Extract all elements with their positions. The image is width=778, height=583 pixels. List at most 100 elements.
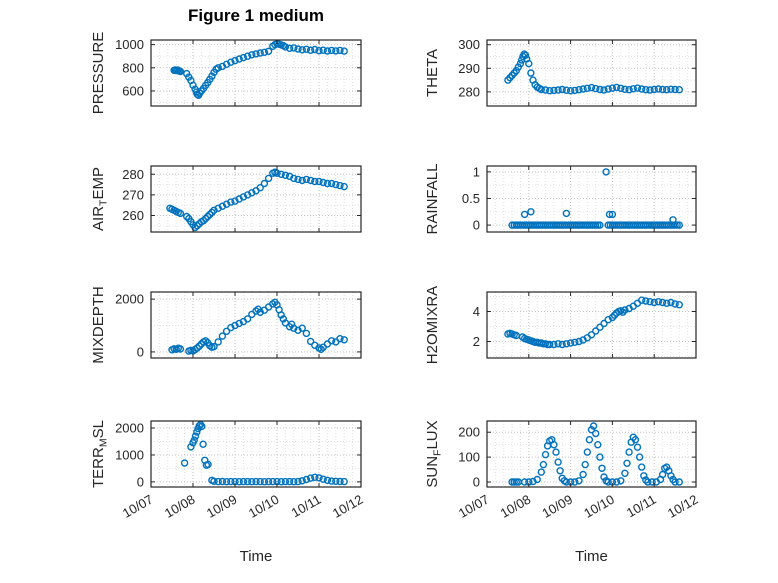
- axes-box: [150, 420, 362, 488]
- marker: [187, 443, 195, 451]
- ylabel-text: LUX: [424, 420, 441, 450]
- marker: [227, 198, 235, 206]
- marker: [596, 323, 604, 331]
- marker: [546, 340, 554, 349]
- marker: [608, 84, 617, 92]
- grid-lines: [151, 166, 361, 232]
- marker: [537, 468, 545, 476]
- y-tick-label: 0: [137, 344, 144, 359]
- marker: [302, 329, 311, 338]
- marker: [204, 460, 212, 469]
- marker: [302, 475, 311, 484]
- rainfall-plot-area: 00.51: [462, 164, 697, 233]
- marker: [298, 46, 306, 54]
- marker: [635, 453, 644, 461]
- x-tick-label: 10/07: [456, 492, 492, 521]
- marker: [294, 477, 302, 486]
- subplot-mixdepth: 0 2000: [115, 291, 362, 359]
- marker: [199, 440, 207, 448]
- marker: [264, 174, 273, 183]
- marker: [662, 86, 671, 94]
- marker: [585, 436, 594, 444]
- axes-box: [150, 165, 362, 233]
- marker: [222, 327, 231, 335]
- marker: [210, 206, 218, 214]
- marker: [311, 177, 319, 186]
- tick-marks: [150, 421, 362, 487]
- marker: [600, 319, 608, 328]
- data-points: [180, 420, 348, 486]
- marker: [327, 477, 336, 485]
- marker: [637, 85, 646, 93]
- y-tick-label: 280: [458, 84, 480, 99]
- tick-marks: [150, 292, 362, 358]
- marker: [520, 210, 529, 219]
- tick-marks: [486, 292, 697, 358]
- marker: [539, 460, 548, 469]
- marker: [235, 319, 243, 328]
- y-tick-label: 1000: [115, 447, 144, 462]
- ylabel-text: H2OMIXRA: [424, 285, 441, 365]
- marker: [667, 298, 675, 307]
- marker: [193, 428, 201, 436]
- marker: [298, 477, 306, 485]
- y-tick-label: 800: [122, 60, 144, 75]
- marker: [575, 337, 583, 346]
- marker: [298, 324, 306, 332]
- ylabel-text: TERR: [90, 447, 107, 488]
- marker: [208, 72, 216, 80]
- marker: [243, 315, 252, 323]
- marker: [600, 86, 608, 94]
- data-points: [170, 40, 348, 99]
- ylabel-sun-flux: SUNFLUX: [422, 379, 444, 529]
- marker: [596, 453, 604, 461]
- sun-flux-plot-area: 0 100 200 10/07 10/08 10/09 10/10 10/11 10/12: [456, 420, 701, 521]
- marker: [552, 448, 560, 456]
- marker: [239, 53, 248, 62]
- marker: [214, 477, 222, 486]
- marker: [558, 85, 566, 94]
- marker: [227, 477, 235, 486]
- marker: [260, 179, 269, 188]
- x-axis-label-right: Time: [575, 548, 608, 565]
- marker: [327, 337, 336, 345]
- marker: [191, 432, 200, 440]
- marker: [256, 49, 264, 57]
- marker: [311, 45, 319, 54]
- data-points: [168, 298, 348, 355]
- marker: [617, 84, 625, 92]
- axes-box: [486, 39, 697, 107]
- ylabel-subscript: M: [97, 438, 110, 448]
- marker: [239, 477, 248, 486]
- marker: [589, 422, 598, 430]
- marker: [277, 478, 285, 486]
- marker: [277, 311, 285, 319]
- marker: [315, 474, 323, 482]
- marker: [527, 208, 535, 216]
- marker: [176, 209, 185, 218]
- y-tick-label: 600: [122, 83, 144, 98]
- ylabel-text: MIXDEPTH: [90, 286, 107, 364]
- marker: [235, 55, 243, 63]
- marker: [317, 345, 325, 353]
- marker: [332, 477, 340, 485]
- ylabel-text: RAINFALL: [424, 163, 441, 235]
- marker: [252, 477, 260, 486]
- marker: [633, 84, 642, 92]
- x-tick-labels: 10/07 10/08 10/09 10/10 10/11 10/12: [456, 492, 701, 521]
- marker: [201, 214, 210, 223]
- x-tick-label: 10/09: [204, 492, 240, 521]
- ylabel-text: AIR: [90, 205, 107, 231]
- marker: [327, 46, 336, 55]
- y-tick-label: 0: [137, 474, 144, 489]
- marker: [189, 81, 197, 89]
- ylabel-subscript: F: [431, 449, 444, 456]
- marker: [575, 477, 583, 485]
- marker: [600, 473, 608, 481]
- marker: [533, 475, 541, 484]
- marker: [279, 315, 288, 323]
- marker: [210, 477, 218, 485]
- marker: [260, 478, 269, 486]
- x-tick-labels: 10/07 10/08 10/09 10/10 10/11 10/12: [120, 492, 366, 521]
